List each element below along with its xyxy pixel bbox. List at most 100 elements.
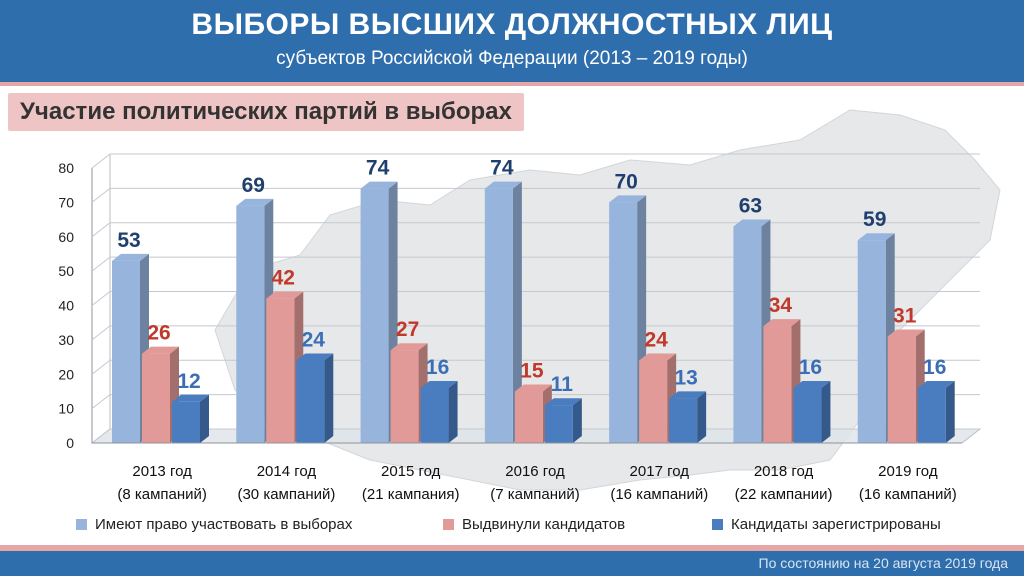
legend-label-eligible: Имеют право участвовать в выборах xyxy=(95,516,353,533)
y-tick-label: 70 xyxy=(58,194,74,210)
gridline-diagonal xyxy=(91,187,111,203)
bar-side xyxy=(945,381,955,443)
bar xyxy=(296,360,325,443)
data-label: 15 xyxy=(520,359,544,382)
bar xyxy=(887,336,916,443)
data-label: 16 xyxy=(799,356,822,379)
bar xyxy=(793,388,822,443)
gridline-diagonal xyxy=(91,153,111,169)
data-label: 26 xyxy=(147,322,170,345)
y-tick-label: 80 xyxy=(58,160,74,176)
footer-bar xyxy=(0,551,1024,576)
data-label: 34 xyxy=(769,294,793,317)
bar xyxy=(142,353,170,443)
y-tick-label: 10 xyxy=(58,401,74,417)
gridline-diagonal xyxy=(91,256,111,272)
x-tick-label-year: 2018 год xyxy=(754,463,814,480)
data-label: 27 xyxy=(396,318,419,341)
bar-top xyxy=(142,346,179,354)
legend-label-registered: Кандидаты зарегистрированы xyxy=(731,516,941,533)
bar-side xyxy=(572,398,582,443)
bar xyxy=(112,260,140,443)
bar-top xyxy=(112,253,149,261)
bar xyxy=(390,350,419,443)
bar-top xyxy=(887,329,925,337)
data-label: 53 xyxy=(117,229,140,252)
bar-top xyxy=(172,394,209,402)
legend-item-registered: Кандидаты зарегистрированы xyxy=(712,516,941,533)
data-label: 74 xyxy=(366,157,390,180)
x-tick-label-campaigns: (30 кампаний) xyxy=(237,486,335,503)
footer-divider xyxy=(0,545,1024,551)
bar-top xyxy=(360,181,398,189)
gridline-diagonal xyxy=(91,325,111,341)
bar-top xyxy=(420,381,458,388)
data-label: 24 xyxy=(302,329,326,352)
bar xyxy=(609,202,638,443)
legend-item-nominated: Выдвинули кандидатов xyxy=(443,516,625,533)
bar-top xyxy=(390,343,428,351)
legend-swatch-nominated xyxy=(443,519,454,530)
bar-top xyxy=(514,384,552,392)
data-label: 42 xyxy=(272,267,295,290)
y-tick-label: 30 xyxy=(58,332,74,348)
bar xyxy=(669,398,698,443)
y-tick-label: 60 xyxy=(58,229,74,245)
gridline-diagonal xyxy=(91,359,111,375)
bar xyxy=(360,188,389,443)
bar-side xyxy=(448,381,458,443)
y-tick-label: 20 xyxy=(58,366,74,382)
bar-top xyxy=(793,381,831,388)
header-divider xyxy=(0,82,1024,86)
bar-side xyxy=(821,381,831,443)
data-label: 12 xyxy=(177,370,200,393)
section-title: Участие политических партий в выборах xyxy=(8,93,524,131)
page-subtitle: субъектов Российской Федерации (2013 – 2… xyxy=(276,48,748,69)
y-tick-label: 40 xyxy=(58,298,74,314)
y-tick-label: 50 xyxy=(58,263,74,279)
x-tick-label-campaigns: (21 кампания) xyxy=(362,486,460,503)
data-label: 70 xyxy=(614,170,637,193)
x-tick-label-campaigns: (16 кампаний) xyxy=(859,486,957,503)
x-tick-label-campaigns: (7 кампаний) xyxy=(490,486,580,503)
bar xyxy=(236,205,265,443)
data-label: 13 xyxy=(674,366,697,389)
legend-swatch-eligible xyxy=(76,519,87,530)
legend-swatch-registered xyxy=(712,519,723,530)
data-label: 63 xyxy=(739,194,762,217)
header-banner: ВЫБОРЫ ВЫСШИХ ДОЛЖНОСТНЫХ ЛИЦ субъектов … xyxy=(0,0,1024,82)
data-label: 16 xyxy=(426,356,449,379)
x-tick-label-year: 2017 год xyxy=(630,463,690,480)
bar xyxy=(639,360,668,443)
x-tick-label-campaigns: (16 кампаний) xyxy=(610,486,708,503)
bar-side xyxy=(324,353,334,443)
legend-label-nominated: Выдвинули кандидатов xyxy=(462,516,626,533)
data-label: 16 xyxy=(923,356,946,379)
bar xyxy=(763,326,792,443)
x-tick-label-year: 2016 год xyxy=(505,463,565,480)
data-label: 24 xyxy=(644,329,668,352)
bar xyxy=(172,401,200,443)
bar xyxy=(917,388,946,443)
bar-side xyxy=(512,181,522,443)
bar xyxy=(857,240,886,443)
bar-top xyxy=(266,291,304,299)
x-tick-label-year: 2013 год xyxy=(132,463,192,480)
bar xyxy=(266,298,295,443)
data-label: 74 xyxy=(490,157,514,180)
gridline-diagonal xyxy=(91,222,111,238)
x-tick-label-campaigns: (22 кампании) xyxy=(735,486,833,503)
bar-top xyxy=(669,391,707,399)
page-title: ВЫБОРЫ ВЫСШИХ ДОЛЖНОСТНЫХ ЛИЦ xyxy=(191,8,833,41)
data-label: 11 xyxy=(551,373,574,396)
bar xyxy=(420,388,449,443)
bar xyxy=(484,188,513,443)
legend-item-eligible: Имеют право участвовать в выборах xyxy=(76,516,352,533)
bar-top xyxy=(763,319,801,327)
bar-top xyxy=(917,381,955,388)
bar-side xyxy=(697,391,707,443)
x-tick-label-campaigns: (8 кампаний) xyxy=(117,486,207,503)
bar-top xyxy=(733,219,771,227)
x-tick-label-year: 2015 год xyxy=(381,463,441,480)
